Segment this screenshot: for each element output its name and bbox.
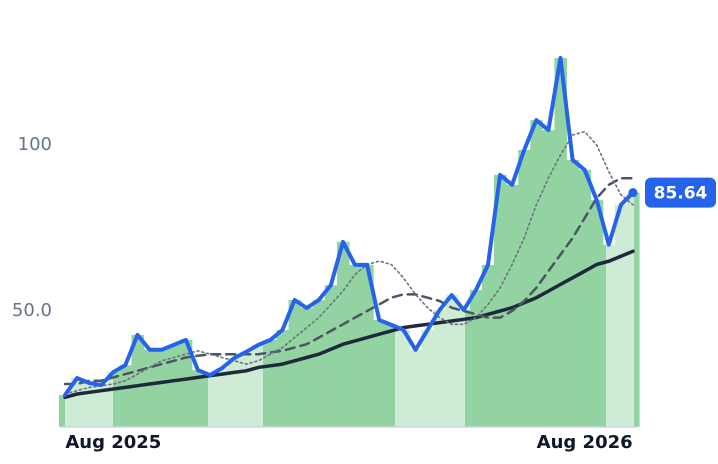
- y-tick-label: 100: [18, 134, 52, 155]
- labels: 50.0 100 Aug 2025 Aug 2026 85.64: [12, 134, 716, 453]
- area-bar: [590, 200, 604, 427]
- area-bar: [494, 174, 507, 427]
- x-tick-label: Aug 2025: [65, 432, 161, 453]
- light-band: [395, 0, 465, 427]
- area-bar: [155, 349, 169, 427]
- last-value-badge: [645, 177, 716, 208]
- area-bar: [385, 324, 398, 427]
- area-bar: [324, 285, 338, 427]
- area-bar: [119, 365, 132, 427]
- area-bar: [167, 344, 181, 427]
- area-bar: [179, 339, 193, 427]
- area-bar: [361, 264, 374, 427]
- area-bar: [276, 329, 290, 427]
- series-line: [63, 176, 635, 386]
- area-bar: [469, 290, 483, 427]
- area-bar: [191, 370, 205, 427]
- area-bar: [542, 130, 555, 427]
- area-bar: [288, 300, 302, 427]
- area-bar: [143, 349, 157, 427]
- last-point: [628, 188, 638, 198]
- area-bar: [264, 339, 277, 427]
- area-bar: [312, 300, 326, 427]
- area-bar: [300, 308, 314, 427]
- area-bar: [566, 159, 580, 427]
- area-bar: [373, 319, 386, 427]
- series-line: [63, 249, 635, 400]
- area-bar: [578, 169, 592, 427]
- area-bar: [131, 334, 145, 427]
- x-tick-label: Aug 2026: [537, 432, 633, 453]
- lines: [63, 56, 635, 400]
- area-bar: [349, 264, 362, 427]
- y-tick-label: 50.0: [12, 300, 52, 321]
- light-band: [208, 0, 263, 427]
- area-bar: [336, 241, 350, 427]
- light-band: [65, 0, 113, 427]
- area-bar: [518, 149, 531, 428]
- series-line: [63, 56, 635, 397]
- area-bar: [481, 264, 495, 427]
- area-bar: [530, 120, 543, 427]
- last-value-label: 85.64: [654, 184, 708, 204]
- series-line: [64, 130, 634, 395]
